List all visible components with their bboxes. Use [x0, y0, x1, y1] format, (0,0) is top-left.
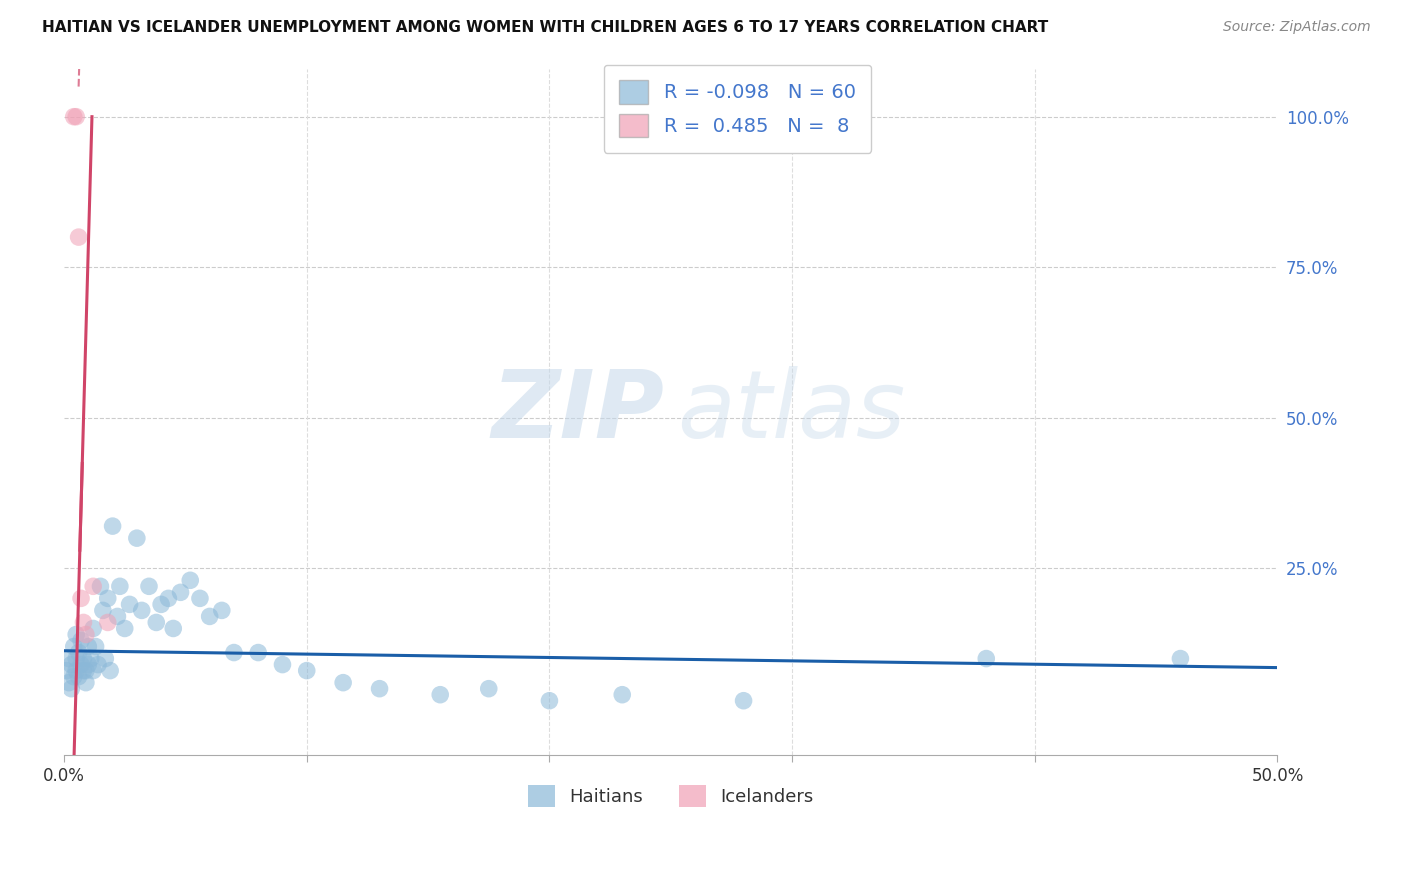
Point — [247, 646, 270, 660]
Text: ZIP: ZIP — [492, 366, 665, 458]
Point — [72, 651, 94, 665]
Point — [118, 598, 141, 612]
Point — [80, 651, 103, 665]
Point — [131, 603, 153, 617]
Point — [75, 664, 97, 678]
Point — [62, 640, 84, 654]
Point — [211, 603, 233, 617]
Point — [62, 670, 84, 684]
Point — [91, 603, 114, 617]
Point — [87, 657, 110, 672]
Point — [157, 591, 180, 606]
Point — [70, 633, 93, 648]
Point — [114, 622, 136, 636]
Point — [429, 688, 451, 702]
Point — [138, 579, 160, 593]
Point — [97, 615, 120, 630]
Point — [107, 609, 129, 624]
Point — [125, 531, 148, 545]
Point — [98, 664, 121, 678]
Point — [58, 675, 80, 690]
Point — [974, 651, 997, 665]
Point — [82, 664, 104, 678]
Point — [612, 688, 634, 702]
Point — [70, 591, 93, 606]
Point — [271, 657, 294, 672]
Point — [89, 579, 111, 593]
Point — [82, 622, 104, 636]
Point — [67, 646, 90, 660]
Point — [77, 640, 100, 654]
Point — [72, 615, 94, 630]
Point — [368, 681, 391, 696]
Point — [145, 615, 167, 630]
Point — [162, 622, 184, 636]
Point — [82, 579, 104, 593]
Point — [55, 664, 77, 678]
Legend: Haitians, Icelanders: Haitians, Icelanders — [520, 778, 821, 814]
Point — [97, 591, 120, 606]
Point — [179, 574, 201, 588]
Point — [77, 657, 100, 672]
Point — [188, 591, 211, 606]
Point — [150, 598, 173, 612]
Point — [1170, 651, 1192, 665]
Text: HAITIAN VS ICELANDER UNEMPLOYMENT AMONG WOMEN WITH CHILDREN AGES 6 TO 17 YEARS C: HAITIAN VS ICELANDER UNEMPLOYMENT AMONG … — [42, 20, 1049, 35]
Point — [65, 664, 87, 678]
Point — [65, 627, 87, 641]
Point — [70, 657, 93, 672]
Text: Source: ZipAtlas.com: Source: ZipAtlas.com — [1223, 20, 1371, 34]
Point — [60, 681, 83, 696]
Point — [58, 651, 80, 665]
Point — [62, 110, 84, 124]
Point — [67, 230, 90, 244]
Point — [67, 670, 90, 684]
Point — [72, 664, 94, 678]
Point — [108, 579, 131, 593]
Text: atlas: atlas — [676, 367, 905, 458]
Point — [65, 110, 87, 124]
Point — [332, 675, 354, 690]
Point — [75, 675, 97, 690]
Point — [733, 694, 755, 708]
Point — [94, 651, 117, 665]
Point — [65, 651, 87, 665]
Point — [295, 664, 318, 678]
Point — [169, 585, 191, 599]
Point — [60, 657, 83, 672]
Point — [222, 646, 245, 660]
Point — [84, 640, 107, 654]
Point — [478, 681, 501, 696]
Point — [198, 609, 221, 624]
Point — [538, 694, 561, 708]
Point — [75, 627, 97, 641]
Point — [101, 519, 124, 533]
